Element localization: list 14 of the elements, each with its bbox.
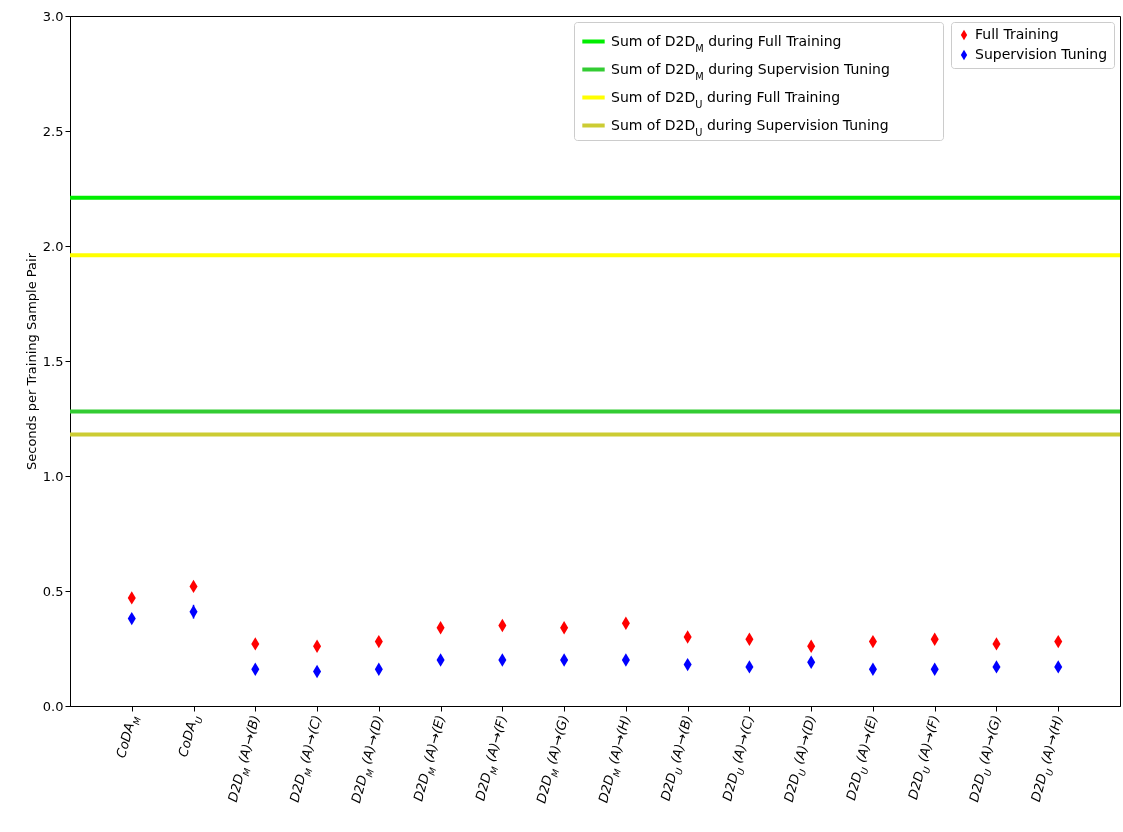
legend-label: Sum of D2D$_{M}$ during Supervision Tuning (611, 60, 890, 81)
legend-label: Sum of D2D$_{U}$ during Full Training (611, 88, 841, 109)
y-tick-label: 1.0 (42, 468, 64, 484)
y-tick-label: 3.0 (42, 8, 64, 24)
legend-label: Sum of D2D$_{U}$ during Supervision Tuning (611, 116, 889, 137)
legend-label: Supervision Tuning (975, 46, 1108, 62)
y-tick-label: 2.5 (42, 123, 64, 139)
y-tick-label: 0.5 (42, 583, 64, 599)
y-tick-label: 0.0 (42, 698, 64, 714)
y-axis-title: Seconds per Training Sample Pair (23, 252, 39, 470)
y-tick-label: 2.0 (42, 238, 64, 254)
legend-label: Sum of D2D$_{M}$ during Full Training (611, 32, 842, 53)
legend-label: Full Training (975, 26, 1059, 42)
y-tick-label: 1.5 (42, 353, 64, 369)
